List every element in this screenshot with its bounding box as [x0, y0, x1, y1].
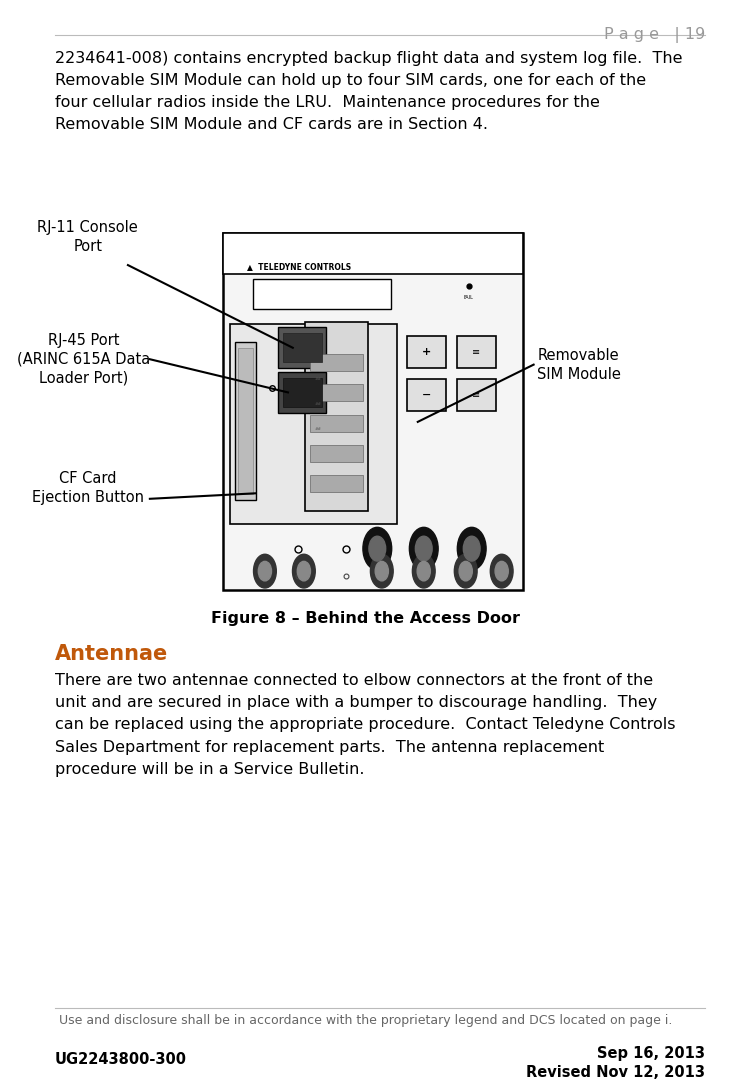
Bar: [306, 321, 368, 511]
Circle shape: [258, 562, 271, 581]
Circle shape: [363, 527, 392, 570]
Text: P a g e   | 19: P a g e | 19: [604, 27, 705, 43]
Bar: [311, 354, 363, 371]
Circle shape: [455, 554, 477, 588]
Text: FAIL: FAIL: [463, 295, 474, 300]
Text: Removable
SIM Module: Removable SIM Module: [537, 347, 621, 382]
Text: Sep 16, 2013: Sep 16, 2013: [597, 1046, 705, 1061]
Circle shape: [415, 537, 432, 562]
Bar: [283, 378, 322, 407]
Text: Use and disclosure shall be in accordance with the proprietary legend and DCS lo: Use and disclosure shall be in accordanc…: [58, 1014, 673, 1027]
Circle shape: [409, 527, 438, 570]
Text: ▲  TELEDYNE CONTROLS: ▲ TELEDYNE CONTROLS: [247, 262, 351, 272]
Bar: [223, 233, 523, 590]
Circle shape: [375, 562, 388, 581]
Text: CF Card
Ejection Button: CF Card Ejection Button: [31, 471, 144, 505]
Text: RJ-11 Console
Port: RJ-11 Console Port: [37, 220, 138, 254]
Bar: [407, 379, 446, 411]
Bar: [311, 414, 363, 432]
Bar: [311, 475, 363, 492]
Circle shape: [417, 562, 431, 581]
Bar: [230, 324, 397, 524]
Bar: [457, 379, 496, 411]
Bar: [279, 327, 326, 368]
Circle shape: [369, 537, 386, 562]
Text: ##: ##: [314, 377, 322, 381]
Text: Antennae: Antennae: [55, 644, 168, 663]
Text: ≡: ≡: [472, 347, 480, 357]
Bar: [279, 372, 326, 413]
Text: +: +: [422, 347, 431, 357]
Text: 2234641-008) contains encrypted backup flight data and system log file.  The
Rem: 2234641-008) contains encrypted backup f…: [55, 51, 682, 132]
Text: ##: ##: [314, 403, 322, 406]
Bar: [283, 333, 322, 362]
Circle shape: [412, 554, 435, 588]
Bar: [407, 337, 446, 368]
Text: ##: ##: [314, 427, 322, 431]
Text: ≡: ≡: [472, 391, 480, 400]
Circle shape: [459, 562, 472, 581]
Bar: [311, 384, 363, 401]
Text: Revised Nov 12, 2013: Revised Nov 12, 2013: [526, 1065, 705, 1080]
Text: UG2243800-300: UG2243800-300: [55, 1052, 187, 1067]
Text: There are two antennae connected to elbow connectors at the front of the
unit an: There are two antennae connected to elbo…: [55, 673, 675, 777]
Bar: [223, 233, 523, 274]
Text: −: −: [422, 391, 431, 400]
Circle shape: [292, 554, 315, 588]
Circle shape: [491, 554, 513, 588]
Bar: [235, 342, 256, 500]
Bar: [238, 348, 253, 494]
Circle shape: [495, 562, 508, 581]
Text: RJ-45 Port
(ARINC 615A Data
Loader Port): RJ-45 Port (ARINC 615A Data Loader Port): [18, 332, 151, 386]
Bar: [311, 445, 363, 462]
Circle shape: [254, 554, 276, 588]
Bar: [457, 337, 496, 368]
Bar: [253, 279, 391, 309]
Text: Figure 8 – Behind the Access Door: Figure 8 – Behind the Access Door: [211, 611, 520, 626]
Circle shape: [458, 527, 486, 570]
Circle shape: [463, 537, 480, 562]
Circle shape: [298, 562, 311, 581]
Circle shape: [371, 554, 393, 588]
